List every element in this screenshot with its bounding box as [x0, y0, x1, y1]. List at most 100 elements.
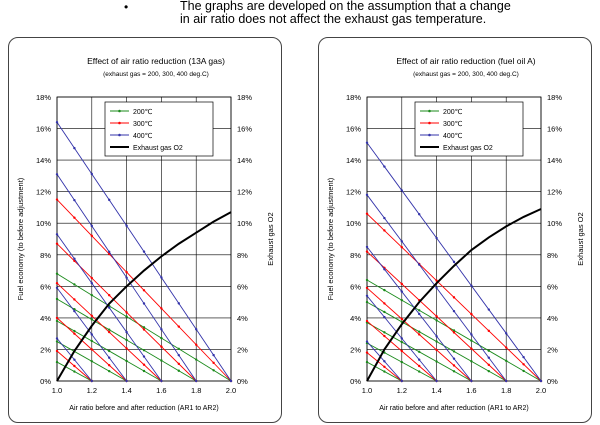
- y-axis-label: Fuel economy (to before adjustment): [16, 177, 25, 300]
- data-point: [108, 349, 111, 353]
- data-point: [452, 364, 456, 367]
- y-tick-label: 2%: [350, 345, 361, 354]
- data-point: [470, 379, 473, 383]
- data-point: [90, 348, 94, 351]
- data-point: [365, 141, 369, 144]
- data-point: [365, 300, 369, 304]
- data-point: [418, 263, 421, 266]
- data-point: [505, 359, 508, 363]
- x-tick-label: 1.6: [466, 386, 476, 395]
- data-point: [125, 347, 128, 350]
- legend-label: Exhaust gas O2: [133, 145, 183, 152]
- data-point: [452, 260, 456, 264]
- legend-marker: [428, 109, 431, 113]
- data-point: [435, 236, 438, 240]
- data-point: [108, 330, 111, 334]
- data-point: [522, 355, 525, 359]
- y2-tick-label: 16%: [237, 125, 252, 134]
- data-point: [487, 349, 490, 352]
- data-point: [365, 340, 369, 343]
- data-point: [435, 315, 438, 318]
- data-point: [383, 334, 386, 338]
- data-point: [505, 332, 508, 335]
- x-tick-label: 1.2: [87, 386, 97, 395]
- chart-fuel-oil-a: Effect of air ratio reduction (fuel oil …: [326, 56, 585, 412]
- y-tick-label: 12%: [346, 188, 361, 197]
- y2-tick-label: 2%: [237, 345, 248, 354]
- data-point: [125, 330, 128, 334]
- y-tick-label: 10%: [346, 219, 361, 228]
- y-tick-label: 4%: [350, 314, 361, 323]
- data-point: [365, 360, 369, 364]
- data-point: [195, 328, 198, 331]
- data-point: [470, 347, 473, 350]
- data-point: [55, 233, 59, 236]
- data-point: [418, 213, 421, 216]
- data-point: [383, 310, 386, 314]
- y2-tick-label: 12%: [547, 188, 562, 197]
- data-point: [487, 308, 490, 311]
- y-tick-label: 14%: [36, 156, 51, 165]
- data-point: [383, 288, 386, 292]
- y2-tick-label: 12%: [237, 188, 252, 197]
- data-point: [73, 198, 76, 202]
- data-point: [55, 286, 59, 290]
- data-point: [142, 369, 146, 373]
- data-point: [212, 361, 215, 365]
- data-point: [365, 212, 369, 215]
- data-point: [108, 250, 111, 254]
- data-point: [195, 358, 198, 361]
- y-tick-label: 16%: [36, 125, 51, 134]
- legend-label: 400℃: [133, 133, 153, 140]
- data-point: [452, 350, 456, 353]
- data-point: [522, 363, 525, 366]
- data-point: [125, 311, 128, 314]
- data-point: [435, 319, 438, 322]
- data-point: [383, 302, 386, 305]
- data-point: [55, 319, 59, 323]
- legend-label: 300℃: [133, 121, 153, 128]
- data-point: [160, 276, 163, 279]
- data-point: [73, 332, 76, 335]
- y2-axis-label: Exhaust gas O2: [266, 212, 275, 265]
- data-point: [90, 172, 94, 176]
- data-point: [212, 353, 215, 357]
- data-point: [90, 314, 94, 317]
- data-point: [73, 216, 76, 219]
- data-point: [90, 293, 94, 297]
- data-point: [400, 240, 403, 243]
- x-tick-label: 1.0: [362, 386, 372, 395]
- data-point: [142, 363, 146, 366]
- chart-title: Effect of air ratio reduction (fuel oil …: [396, 56, 535, 66]
- y2-axis-label: Exhaust gas O2: [576, 212, 585, 265]
- data-point: [142, 250, 146, 253]
- data-point: [435, 340, 438, 343]
- legend-label: 200℃: [443, 109, 463, 116]
- data-point: [212, 369, 215, 372]
- data-point: [125, 276, 128, 279]
- data-point: [55, 297, 59, 301]
- y-tick-label: 0%: [40, 377, 51, 386]
- data-point: [365, 245, 369, 249]
- data-point: [470, 360, 473, 363]
- data-point: [142, 302, 146, 305]
- data-point: [487, 369, 490, 373]
- note-text: The graphs are developed on the assumpti…: [180, 0, 600, 26]
- data-point: [383, 315, 386, 319]
- data-point: [73, 358, 76, 361]
- data-point: [400, 349, 403, 353]
- y2-tick-label: 14%: [547, 156, 562, 165]
- data-point: [470, 312, 473, 316]
- data-point: [177, 325, 180, 328]
- data-point: [55, 198, 59, 201]
- y-tick-label: 0%: [350, 377, 361, 386]
- data-point: [400, 379, 403, 383]
- data-point: [142, 349, 146, 352]
- data-point: [418, 309, 421, 312]
- data-point: [383, 360, 386, 363]
- data-point: [73, 309, 76, 313]
- y-tick-label: 6%: [40, 282, 51, 291]
- y2-tick-label: 6%: [547, 282, 558, 291]
- x-axis-label: Air ratio before and after reduction (AR…: [379, 405, 528, 412]
- y-tick-label: 10%: [36, 219, 51, 228]
